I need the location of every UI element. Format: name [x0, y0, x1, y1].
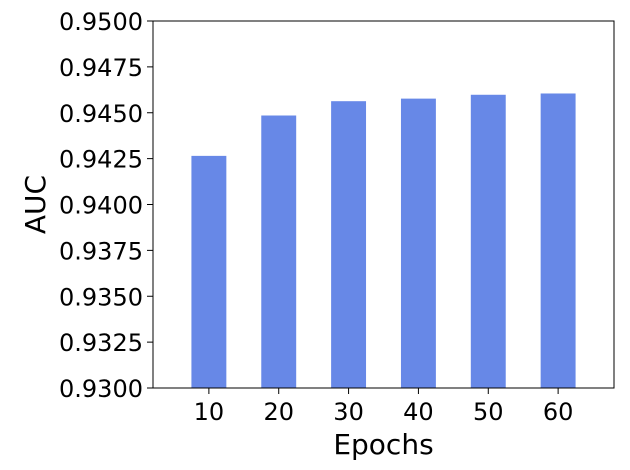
bar-10: [191, 155, 227, 388]
bar-30: [331, 101, 367, 388]
y-tick-label: 0.9500: [59, 8, 143, 36]
y-tick-label: 0.9475: [59, 54, 143, 82]
x-tick-label: 50: [473, 398, 504, 426]
plot-frame: [152, 20, 615, 389]
x-tick-label: 40: [403, 398, 434, 426]
y-axis-ticks: 0.9300 0.9325 0.9350 0.9375 0.9400 0.9425 0.94…: [59, 8, 153, 403]
y-axis-label: AUC: [19, 175, 52, 234]
bar-40: [400, 98, 436, 389]
y-tick-label: 0.9425: [59, 146, 143, 174]
x-axis-ticks: 10 20 30 40 50 60: [194, 388, 574, 426]
x-tick-label: 60: [543, 398, 574, 426]
y-tick-label: 0.9450: [59, 100, 143, 128]
x-tick-label: 10: [194, 398, 225, 426]
bar-20: [261, 115, 297, 388]
x-axis-label: Epochs: [333, 428, 433, 461]
x-tick-label: 20: [263, 398, 294, 426]
bars-layer: [191, 93, 576, 389]
y-tick-label: 0.9375: [59, 237, 143, 265]
y-tick-label: 0.9300: [59, 375, 143, 403]
y-tick-label: 0.9350: [59, 283, 143, 311]
bar-50: [470, 94, 506, 388]
y-tick-label: 0.9325: [59, 329, 143, 357]
bar-60: [540, 93, 576, 389]
y-tick-label: 0.9400: [59, 192, 143, 220]
x-tick-label: 30: [333, 398, 364, 426]
